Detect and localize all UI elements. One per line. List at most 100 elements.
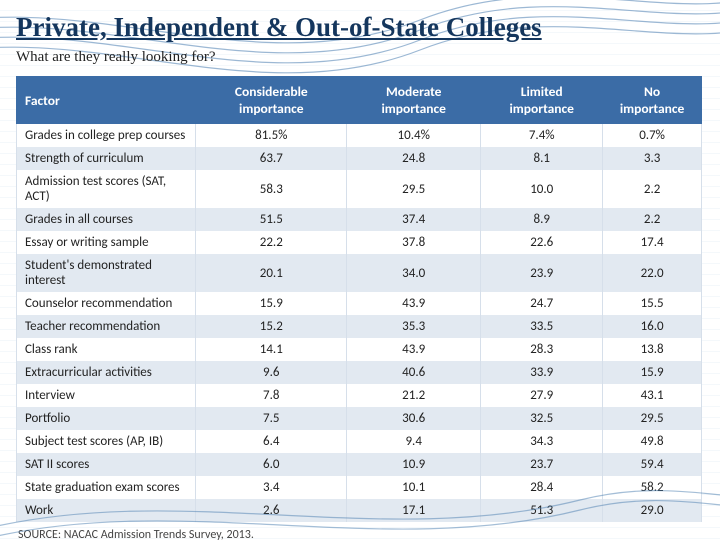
value-cell: 10.4%	[347, 124, 481, 148]
table-row: Interview7.821.227.943.1	[17, 384, 702, 407]
value-cell: 6.4	[196, 430, 347, 453]
value-cell: 43.1	[603, 384, 702, 407]
value-cell: 40.6	[347, 361, 481, 384]
value-cell: 2.2	[603, 208, 702, 231]
value-cell: 9.6	[196, 361, 347, 384]
value-cell: 10.0	[481, 170, 603, 208]
table-body: Grades in college prep courses81.5%10.4%…	[17, 124, 702, 523]
factor-cell: Student's demonstrated interest	[17, 254, 196, 292]
value-cell: 28.3	[481, 338, 603, 361]
value-cell: 33.9	[481, 361, 603, 384]
value-cell: 34.0	[347, 254, 481, 292]
value-cell: 10.1	[347, 476, 481, 499]
value-cell: 3.3	[603, 147, 702, 170]
value-cell: 15.9	[603, 361, 702, 384]
value-cell: 29.5	[603, 407, 702, 430]
factor-cell: Class rank	[17, 338, 196, 361]
value-cell: 20.1	[196, 254, 347, 292]
value-cell: 3.4	[196, 476, 347, 499]
page-subtitle: What are they really looking for?	[16, 49, 704, 66]
value-cell: 63.7	[196, 147, 347, 170]
factor-cell: Portfolio	[17, 407, 196, 430]
value-cell: 17.4	[603, 231, 702, 254]
table-row: Admission test scores (SAT, ACT)58.329.5…	[17, 170, 702, 208]
value-cell: 8.9	[481, 208, 603, 231]
factor-cell: Interview	[17, 384, 196, 407]
col-limited: Limited importance	[481, 77, 603, 124]
value-cell: 7.8	[196, 384, 347, 407]
value-cell: 58.3	[196, 170, 347, 208]
value-cell: 22.0	[603, 254, 702, 292]
value-cell: 23.9	[481, 254, 603, 292]
factor-cell: Work	[17, 499, 196, 522]
value-cell: 14.1	[196, 338, 347, 361]
factor-cell: Subject test scores (AP, IB)	[17, 430, 196, 453]
value-cell: 49.8	[603, 430, 702, 453]
value-cell: 9.4	[347, 430, 481, 453]
value-cell: 29.5	[347, 170, 481, 208]
value-cell: 2.2	[603, 170, 702, 208]
factor-cell: Teacher recommendation	[17, 315, 196, 338]
value-cell: 15.2	[196, 315, 347, 338]
value-cell: 6.0	[196, 453, 347, 476]
value-cell: 30.6	[347, 407, 481, 430]
value-cell: 0.7%	[603, 124, 702, 148]
value-cell: 59.4	[603, 453, 702, 476]
value-cell: 34.3	[481, 430, 603, 453]
value-cell: 15.5	[603, 292, 702, 315]
value-cell: 2.6	[196, 499, 347, 522]
slide-content: Private, Independent & Out-of-State Coll…	[0, 0, 720, 552]
factor-cell: SAT II scores	[17, 453, 196, 476]
table-row: State graduation exam scores3.410.128.45…	[17, 476, 702, 499]
value-cell: 24.7	[481, 292, 603, 315]
table-row: Class rank14.143.928.313.8	[17, 338, 702, 361]
value-cell: 13.8	[603, 338, 702, 361]
value-cell: 22.6	[481, 231, 603, 254]
importance-table: Factor Considerable importance Moderate …	[16, 76, 702, 522]
table-row: Counselor recommendation15.943.924.715.5	[17, 292, 702, 315]
value-cell: 29.0	[603, 499, 702, 522]
factor-cell: Counselor recommendation	[17, 292, 196, 315]
value-cell: 81.5%	[196, 124, 347, 148]
value-cell: 58.2	[603, 476, 702, 499]
value-cell: 16.0	[603, 315, 702, 338]
factor-cell: Essay or writing sample	[17, 231, 196, 254]
table-row: Subject test scores (AP, IB)6.49.434.349…	[17, 430, 702, 453]
value-cell: 37.4	[347, 208, 481, 231]
page-title: Private, Independent & Out-of-State Coll…	[16, 12, 704, 43]
table-header-row: Factor Considerable importance Moderate …	[17, 77, 702, 124]
factor-cell: Strength of curriculum	[17, 147, 196, 170]
value-cell: 37.8	[347, 231, 481, 254]
factor-cell: State graduation exam scores	[17, 476, 196, 499]
factor-cell: Extracurricular activities	[17, 361, 196, 384]
table-row: Essay or writing sample22.237.822.617.4	[17, 231, 702, 254]
value-cell: 43.9	[347, 292, 481, 315]
table-row: Teacher recommendation15.235.333.516.0	[17, 315, 702, 338]
value-cell: 23.7	[481, 453, 603, 476]
value-cell: 51.3	[481, 499, 603, 522]
value-cell: 24.8	[347, 147, 481, 170]
value-cell: 7.4%	[481, 124, 603, 148]
value-cell: 27.9	[481, 384, 603, 407]
value-cell: 51.5	[196, 208, 347, 231]
col-considerable: Considerable importance	[196, 77, 347, 124]
col-factor: Factor	[17, 77, 196, 124]
col-moderate: Moderate importance	[347, 77, 481, 124]
table-row: Extracurricular activities9.640.633.915.…	[17, 361, 702, 384]
table-row: Grades in all courses51.537.48.92.2	[17, 208, 702, 231]
value-cell: 28.4	[481, 476, 603, 499]
table-row: Grades in college prep courses81.5%10.4%…	[17, 124, 702, 148]
table-row: SAT II scores6.010.923.759.4	[17, 453, 702, 476]
factor-cell: Grades in all courses	[17, 208, 196, 231]
table-row: Work2.617.151.329.0	[17, 499, 702, 522]
value-cell: 7.5	[196, 407, 347, 430]
table-row: Strength of curriculum63.724.88.13.3	[17, 147, 702, 170]
value-cell: 15.9	[196, 292, 347, 315]
value-cell: 33.5	[481, 315, 603, 338]
col-none: No importance	[603, 77, 702, 124]
value-cell: 22.2	[196, 231, 347, 254]
value-cell: 21.2	[347, 384, 481, 407]
value-cell: 8.1	[481, 147, 603, 170]
value-cell: 17.1	[347, 499, 481, 522]
factor-cell: Admission test scores (SAT, ACT)	[17, 170, 196, 208]
